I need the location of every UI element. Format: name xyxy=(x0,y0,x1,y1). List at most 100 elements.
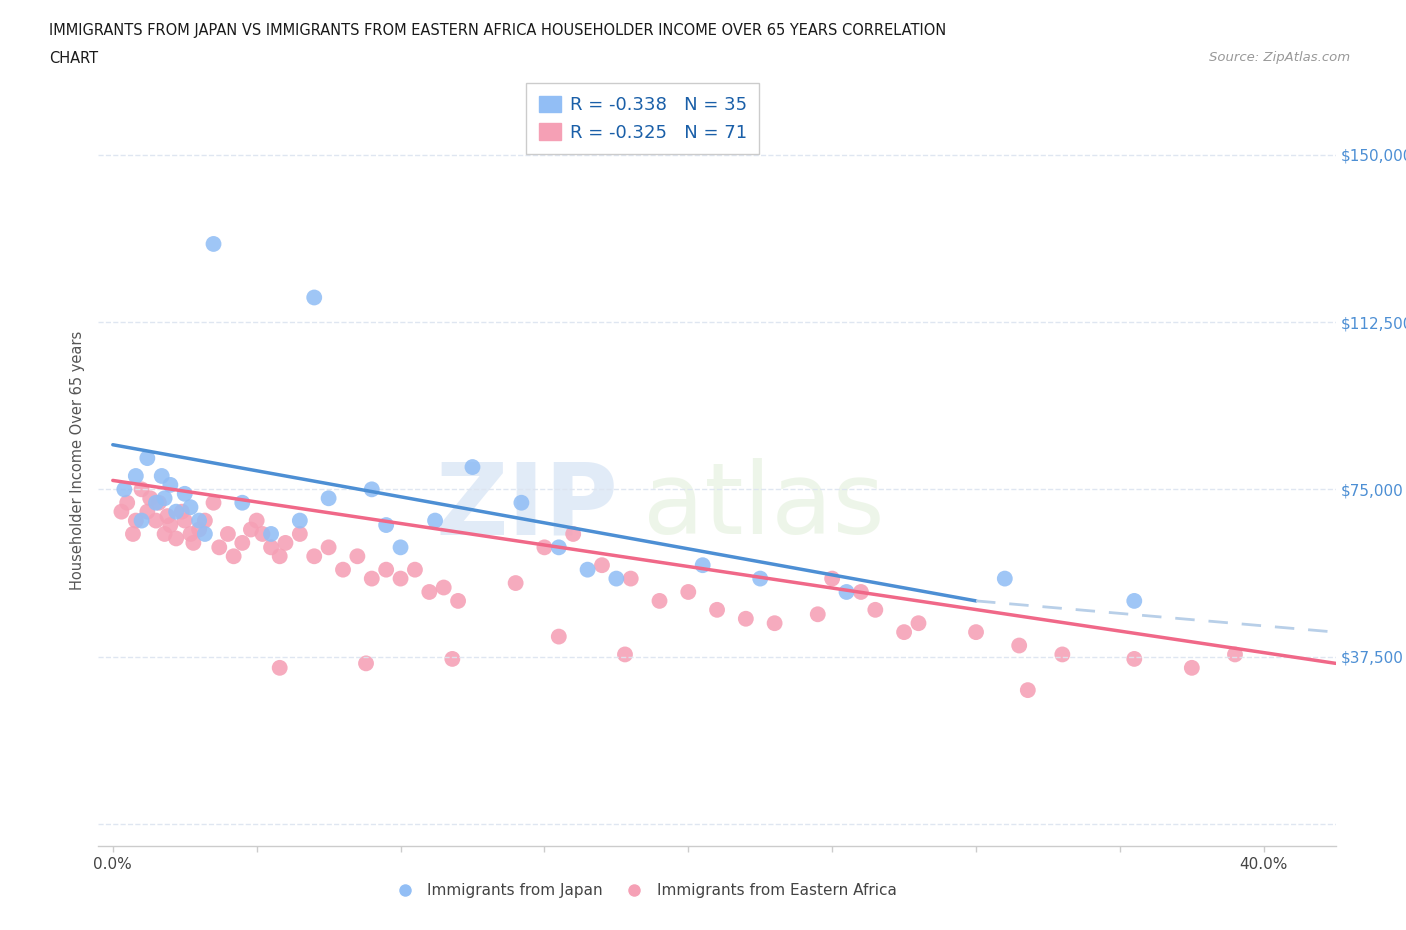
Point xyxy=(139,491,162,506)
Point xyxy=(288,513,311,528)
Point xyxy=(153,491,176,506)
Point xyxy=(1223,647,1246,662)
Point xyxy=(614,647,637,662)
Point xyxy=(194,513,217,528)
Point xyxy=(591,558,613,573)
Point xyxy=(153,526,176,541)
Point xyxy=(131,482,153,497)
Point xyxy=(505,576,527,591)
Point xyxy=(749,571,772,586)
Point xyxy=(1123,651,1146,666)
Point xyxy=(125,513,148,528)
Point xyxy=(346,549,368,564)
Point xyxy=(1181,660,1204,675)
Text: CHART: CHART xyxy=(49,51,98,66)
Point xyxy=(907,616,929,631)
Point xyxy=(188,513,211,528)
Point xyxy=(148,496,170,511)
Point xyxy=(274,536,297,551)
Point xyxy=(807,607,830,622)
Point xyxy=(260,540,283,555)
Point xyxy=(194,526,217,541)
Point xyxy=(1017,683,1039,698)
Point xyxy=(202,496,225,511)
Point xyxy=(389,540,412,555)
Point xyxy=(648,593,671,608)
Point xyxy=(1052,647,1074,662)
Point xyxy=(115,496,138,511)
Point xyxy=(533,540,555,555)
Point xyxy=(173,513,195,528)
Point xyxy=(136,451,159,466)
Point xyxy=(461,459,484,474)
Point xyxy=(150,469,173,484)
Point xyxy=(202,236,225,251)
Point xyxy=(231,496,253,511)
Point xyxy=(246,513,269,528)
Point xyxy=(576,563,599,578)
Point xyxy=(678,585,700,600)
Point xyxy=(821,571,844,586)
Text: IMMIGRANTS FROM JAPAN VS IMMIGRANTS FROM EASTERN AFRICA HOUSEHOLDER INCOME OVER : IMMIGRANTS FROM JAPAN VS IMMIGRANTS FROM… xyxy=(49,23,946,38)
Point xyxy=(159,518,181,533)
Point xyxy=(605,571,627,586)
Point xyxy=(159,477,181,492)
Point xyxy=(360,571,382,586)
Point xyxy=(994,571,1017,586)
Point xyxy=(136,504,159,519)
Point xyxy=(222,549,245,564)
Point xyxy=(179,499,201,514)
Point xyxy=(692,558,714,573)
Point xyxy=(165,504,187,519)
Point xyxy=(389,571,412,586)
Point xyxy=(110,504,132,519)
Point xyxy=(423,513,446,528)
Point xyxy=(145,496,167,511)
Point xyxy=(865,603,887,618)
Point xyxy=(173,486,195,501)
Point xyxy=(208,540,231,555)
Y-axis label: Householder Income Over 65 years: Householder Income Over 65 years xyxy=(69,331,84,590)
Point xyxy=(125,469,148,484)
Point xyxy=(252,526,274,541)
Point xyxy=(547,630,569,644)
Point xyxy=(302,549,325,564)
Point xyxy=(269,549,291,564)
Point xyxy=(404,563,426,578)
Point xyxy=(239,522,262,537)
Point xyxy=(122,526,145,541)
Point xyxy=(188,522,211,537)
Point xyxy=(433,580,456,595)
Point xyxy=(231,536,253,551)
Point xyxy=(318,540,340,555)
Point xyxy=(547,540,569,555)
Point xyxy=(620,571,643,586)
Point xyxy=(1123,593,1146,608)
Point xyxy=(447,593,470,608)
Text: atlas: atlas xyxy=(643,458,884,555)
Point xyxy=(763,616,786,631)
Point xyxy=(288,526,311,541)
Legend: Immigrants from Japan, Immigrants from Eastern Africa: Immigrants from Japan, Immigrants from E… xyxy=(382,877,903,904)
Point xyxy=(360,482,382,497)
Point xyxy=(260,526,283,541)
Point xyxy=(441,651,464,666)
Point xyxy=(375,518,398,533)
Point xyxy=(354,656,377,671)
Point xyxy=(302,290,325,305)
Point xyxy=(217,526,239,541)
Point xyxy=(835,585,858,600)
Point xyxy=(510,496,533,511)
Point xyxy=(318,491,340,506)
Text: Source: ZipAtlas.com: Source: ZipAtlas.com xyxy=(1209,51,1350,64)
Point xyxy=(145,513,167,528)
Point xyxy=(849,585,872,600)
Point xyxy=(706,603,728,618)
Point xyxy=(165,531,187,546)
Point xyxy=(965,625,987,640)
Point xyxy=(1008,638,1031,653)
Point xyxy=(375,563,398,578)
Point xyxy=(170,504,193,519)
Point xyxy=(734,611,756,626)
Point xyxy=(179,526,201,541)
